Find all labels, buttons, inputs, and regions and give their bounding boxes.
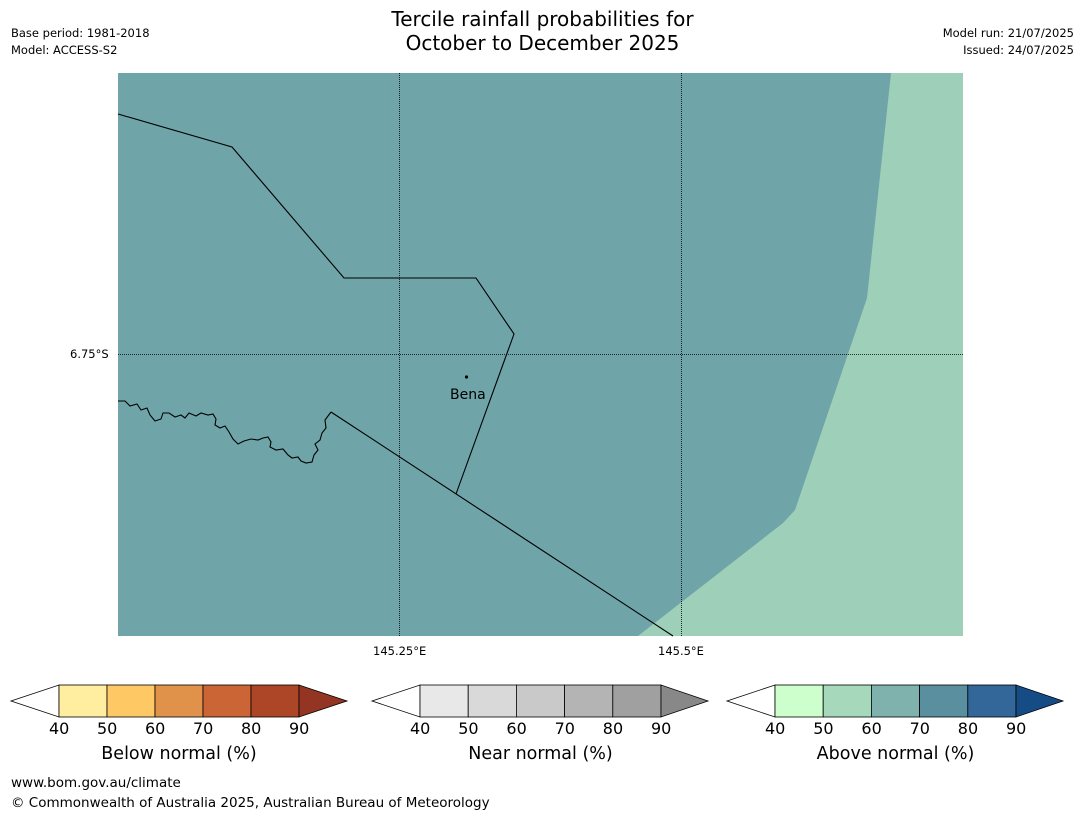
near-normal-tick-40: 40 — [410, 719, 431, 738]
title-line-2: October to December 2025 — [405, 31, 680, 55]
above-normal-tick-70: 70 — [909, 719, 930, 738]
below-normal-tick-40: 40 — [49, 719, 70, 738]
lon-tick-145-5: 145.5°E — [658, 644, 704, 658]
below-normal-tick-80: 80 — [241, 719, 262, 738]
header-left: Base period: 1981-2018 Model: ACCESS-S2 — [11, 25, 150, 59]
region-above-normal-50-60 — [638, 73, 963, 636]
above-normal-swatch-80 — [967, 684, 1017, 718]
below-normal-tick-50: 50 — [97, 719, 118, 738]
title-line-1: Tercile rainfall probabilities for — [391, 7, 694, 31]
lon-tick-145-25: 145.25°E — [373, 644, 427, 658]
below-normal-tick-90: 90 — [289, 719, 310, 738]
lat-tick-6-75s: 6.75°S — [70, 347, 109, 361]
below-normal-tick-70: 70 — [193, 719, 214, 738]
near-normal-swatch-lt40 — [370, 684, 421, 718]
above-normal-label: Above normal (%) — [816, 744, 975, 764]
near-normal-tick-60: 60 — [506, 719, 527, 738]
colorbars — [9, 684, 1065, 718]
near-normal-tick-50: 50 — [458, 719, 479, 738]
province-boundary-south — [330, 411, 674, 637]
near-normal-swatch-50 — [467, 684, 517, 718]
below-normal-label: Below normal (%) — [101, 744, 257, 764]
above-normal-tick-40: 40 — [765, 719, 786, 738]
model-run: Model run: 21/07/2025 — [942, 26, 1074, 40]
below-normal-swatch-gt90 — [298, 684, 349, 718]
footer-copyright: © Commonwealth of Australia 2025, Austra… — [11, 795, 490, 811]
near-normal-swatch-gt90 — [660, 684, 710, 718]
model-name: Model: ACCESS-S2 — [11, 43, 118, 57]
above-normal-swatch-lt40 — [725, 684, 776, 718]
below-normal-swatch-70 — [202, 684, 252, 718]
base-period: Base period: 1981-2018 — [11, 26, 150, 40]
below-normal-swatch-60 — [154, 684, 204, 718]
below-normal-tick-60: 60 — [145, 719, 166, 738]
place-label-bena: Bena — [450, 387, 486, 403]
above-normal-tick-60: 60 — [861, 719, 882, 738]
boundaries — [117, 113, 674, 637]
issued-date: Issued: 24/07/2025 — [963, 43, 1074, 57]
bena-marker — [464, 375, 469, 379]
above-normal-swatch-gt90 — [1015, 684, 1065, 718]
near-normal-tick-70: 70 — [554, 719, 575, 738]
river-outline — [118, 400, 332, 464]
page-title: Tercile rainfall probabilities for Octob… — [0, 7, 1085, 55]
below-normal-swatch-50 — [106, 684, 156, 718]
below-normal-swatch-40 — [58, 684, 108, 718]
header-right: Model run: 21/07/2025 Issued: 24/07/2025 — [943, 25, 1074, 59]
near-normal-swatch-80 — [612, 684, 662, 718]
above-normal-tick-80: 80 — [957, 719, 979, 738]
near-normal-swatch-40 — [419, 684, 469, 718]
near-normal-tick-90: 90 — [651, 719, 672, 738]
above-normal-swatch-40 — [774, 684, 824, 718]
above-normal-swatch-60 — [871, 684, 921, 718]
province-boundary — [117, 113, 515, 495]
footer-website[interactable]: www.bom.gov.au/climate — [11, 775, 181, 791]
below-normal-swatch-lt40 — [9, 684, 60, 718]
near-normal-swatch-60 — [516, 684, 566, 718]
above-normal-swatch-50 — [822, 684, 872, 718]
above-normal-swatch-70 — [919, 684, 969, 718]
graticule — [118, 73, 963, 636]
near-normal-label: Near normal (%) — [468, 744, 613, 764]
near-normal-tick-80: 80 — [602, 719, 624, 738]
above-normal-tick-90: 90 — [1006, 719, 1027, 738]
below-normal-swatch-80 — [250, 684, 300, 718]
above-normal-tick-50: 50 — [813, 719, 834, 738]
near-normal-swatch-70 — [564, 684, 614, 718]
